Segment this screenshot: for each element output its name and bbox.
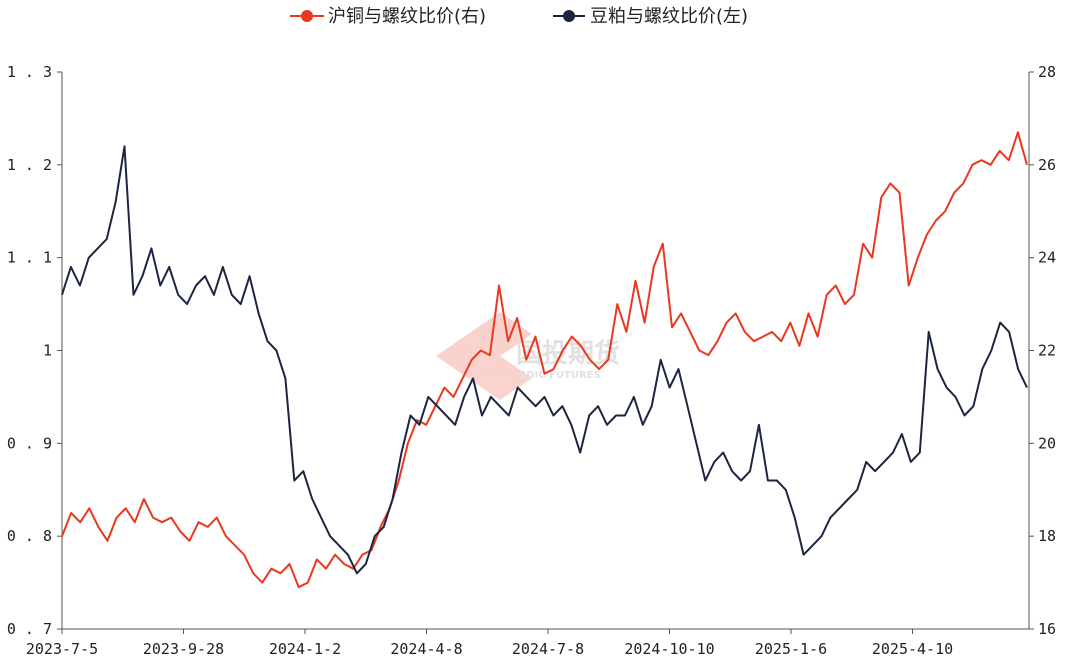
legend: 沪铜与螺纹比价(右) 豆粕与螺纹比价(左): [290, 6, 748, 27]
legend-item-copper-rebar: 沪铜与螺纹比价(右): [290, 6, 486, 27]
x-tick-label: 2025-4-10: [872, 640, 953, 658]
x-tick-label: 2024-1-2: [269, 640, 341, 658]
right-tick-label: 16: [1038, 620, 1056, 638]
legend-soymeal-marker: [563, 10, 575, 22]
x-tick-label: 2024-10-10: [624, 640, 714, 658]
legend-copper-label: 沪铜与螺纹比价(右): [328, 6, 486, 27]
left-tick-label: 1: [43, 342, 52, 360]
left-axis-ticks: 0 . 7 0 . 8 0 . 9 1 1 . 1 1 . 2 1 . 3: [7, 63, 62, 638]
x-axis-ticks: 2023-7-5 2023-9-28 2024-1-2 2024-4-8 2024-7-…: [26, 629, 953, 658]
legend-copper-marker: [301, 10, 313, 22]
series-line-soymeal-rebar: [61, 145, 1028, 575]
x-tick-label: 2024-7-8: [512, 640, 584, 658]
x-tick-label: 2023-9-28: [143, 640, 224, 658]
left-tick-label: 1 . 3: [7, 63, 52, 81]
right-tick-label: 28: [1038, 63, 1056, 81]
right-tick-label: 26: [1038, 156, 1056, 174]
left-tick-label: 1 . 1: [7, 249, 52, 267]
series-line-copper-rebar: [61, 131, 1028, 589]
right-tick-label: 20: [1038, 434, 1056, 452]
x-tick-label: 2023-7-5: [26, 640, 98, 658]
legend-item-soymeal-rebar: 豆粕与螺纹比价(左): [553, 6, 748, 27]
left-tick-label: 0 . 7: [7, 620, 52, 638]
left-tick-label: 1 . 2: [7, 156, 52, 174]
x-tick-label: 2024-4-8: [390, 640, 462, 658]
right-tick-label: 18: [1038, 527, 1056, 545]
legend-soymeal-label: 豆粕与螺纹比价(左): [590, 6, 748, 27]
left-tick-label: 0 . 8: [7, 527, 52, 545]
right-axis-ticks: 16 18 20 22 24 26 28: [1029, 63, 1056, 638]
watermark-subtext: SDIC FUTURES: [519, 370, 601, 381]
right-tick-label: 22: [1038, 342, 1056, 360]
series-layer: [61, 131, 1028, 589]
right-tick-label: 24: [1038, 249, 1056, 267]
left-tick-label: 0 . 9: [7, 434, 52, 452]
x-tick-label: 2025-1-6: [755, 640, 827, 658]
